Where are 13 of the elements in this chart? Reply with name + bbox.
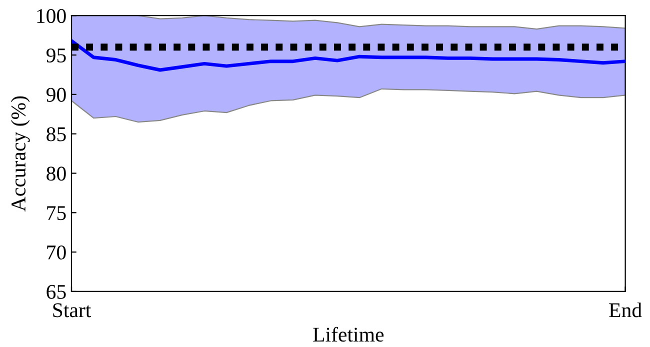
y-tick-label: 80 [46,166,66,181]
y-tick-label: 90 [46,88,66,102]
y-tick-label: 95 [46,48,66,62]
x-tick-label: Start [53,303,92,318]
y-tick-label: 70 [47,245,66,260]
y-tick-label: 85 [46,127,66,142]
x-tick-label: End [609,302,642,318]
x-axis-title: Lifetime [313,326,384,342]
line-series [72,39,626,72]
y-tick-label: 100 [37,8,66,24]
y-tick-label: 75 [47,206,66,220]
y-axis-title: Accuracy (%) [10,96,30,212]
y-tick-label: 65 [46,284,66,299]
